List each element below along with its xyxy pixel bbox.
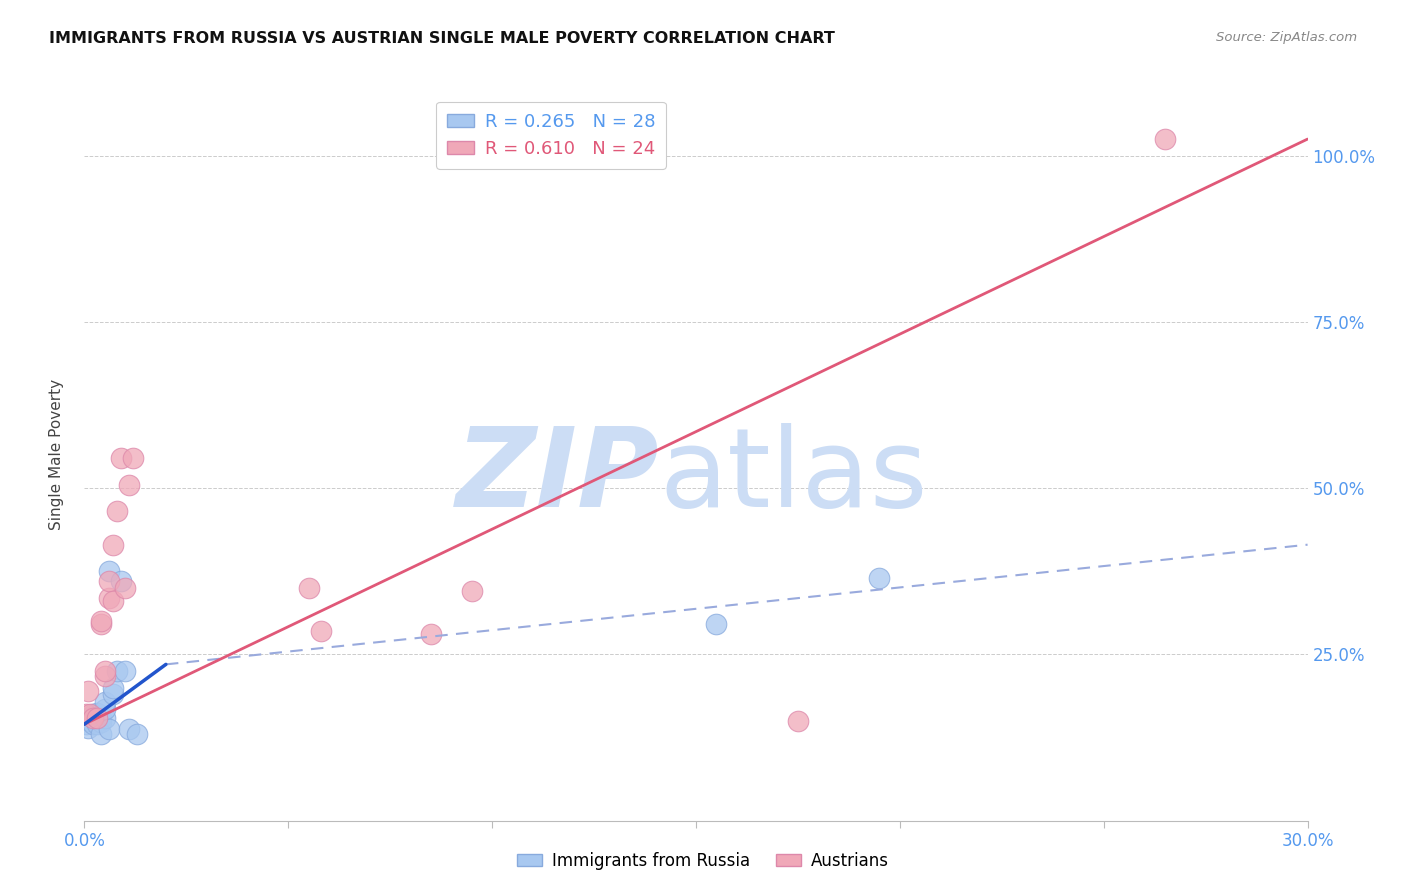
Text: atlas: atlas (659, 424, 928, 531)
Point (75, 717, 97, 731)
Point (86, 710, 108, 724)
Point (97, 591, 120, 605)
Point (97, 564, 120, 578)
Point (101, 538, 124, 552)
Point (86, 715, 108, 730)
Point (114, 664, 136, 678)
Text: IMMIGRANTS FROM RUSSIA VS AUSTRIAN SINGLE MALE POVERTY CORRELATION CHART: IMMIGRANTS FROM RUSSIA VS AUSTRIAN SINGL… (49, 31, 835, 46)
Point (97, 722, 120, 736)
Point (82, 707, 104, 722)
Point (101, 594, 124, 608)
Point (93, 695, 115, 709)
Point (90, 727, 112, 741)
Point (869, 571, 891, 585)
Point (110, 574, 132, 589)
Point (75, 707, 97, 722)
Point (82, 717, 104, 731)
Point (93, 710, 115, 724)
Point (101, 681, 124, 695)
Point (93, 702, 115, 716)
Text: ZIP: ZIP (456, 424, 659, 531)
Point (82, 710, 104, 724)
Point (118, 722, 141, 736)
Point (298, 581, 321, 595)
Point (127, 727, 149, 741)
Point (93, 668, 115, 682)
Point (101, 687, 124, 701)
Point (105, 664, 128, 678)
Point (114, 581, 136, 595)
Point (86, 706, 108, 720)
Point (79, 714, 101, 728)
Point (77, 710, 100, 724)
Point (77, 684, 100, 698)
Point (86, 717, 108, 731)
Y-axis label: Single Male Poverty: Single Male Poverty (49, 379, 63, 531)
Point (787, 714, 810, 728)
Point (420, 627, 443, 641)
Point (309, 624, 332, 639)
Point (90, 715, 112, 730)
Point (90, 617, 112, 632)
Point (86, 710, 108, 724)
Point (90, 710, 112, 724)
Point (79, 707, 101, 722)
Point (461, 584, 484, 599)
Point (706, 617, 728, 632)
Point (77, 721, 100, 735)
Point (90, 614, 112, 628)
Point (110, 451, 132, 466)
Point (82, 710, 104, 724)
Point (122, 451, 145, 466)
Legend: R = 0.265   N = 28, R = 0.610   N = 24: R = 0.265 N = 28, R = 0.610 N = 24 (436, 102, 666, 169)
Legend: Immigrants from Russia, Austrians: Immigrants from Russia, Austrians (510, 846, 896, 877)
Point (105, 504, 128, 518)
Point (118, 478, 141, 492)
Text: Source: ZipAtlas.com: Source: ZipAtlas.com (1216, 31, 1357, 45)
Point (97, 574, 120, 589)
Point (93, 664, 115, 678)
Point (1154, 132, 1177, 146)
